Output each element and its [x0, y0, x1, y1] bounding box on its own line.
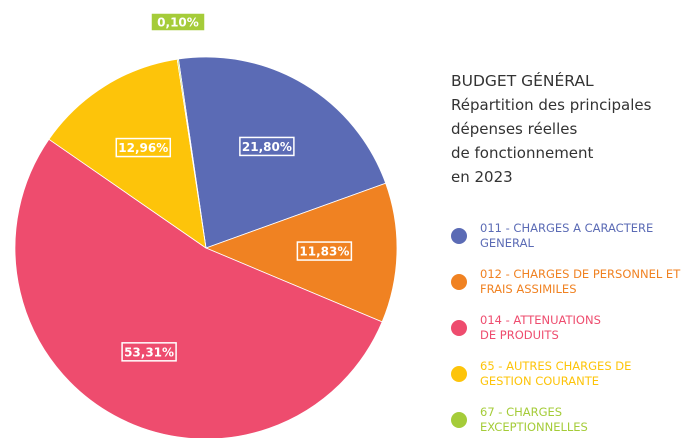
label-box: [150, 12, 206, 32]
legend-label: 65 - AUTRES CHARGES DE GESTION COURANTE: [480, 359, 632, 388]
legend-marker: [451, 274, 467, 290]
data-label: 11,83%: [299, 245, 349, 259]
chart-subtitle: de fonctionnement: [451, 144, 594, 162]
legend-marker: [451, 320, 467, 336]
legend-marker: [451, 228, 467, 244]
label-box: [239, 136, 295, 157]
chart-subtitle: dépenses réelles: [451, 120, 578, 138]
chart-title: BUDGET GÉNÉRAL: [451, 72, 594, 90]
chart-subtitle: Répartition des principales: [451, 96, 652, 114]
data-label: 53,31%: [124, 345, 174, 359]
legend-marker: [451, 366, 467, 382]
legend-label: 012 - CHARGES DE PERSONNEL ET FRAIS ASSI…: [480, 267, 681, 296]
legend-marker: [451, 412, 467, 428]
data-label: 0,10%: [157, 16, 199, 30]
data-label: 12,96%: [118, 141, 168, 155]
pie-slice: [14, 138, 383, 438]
label-box: [121, 342, 177, 362]
data-label: 21,80%: [242, 140, 292, 154]
chart-subtitle: en 2023: [451, 168, 513, 186]
label-box: [115, 137, 172, 158]
label-box: [296, 241, 353, 261]
pie-slice: [176, 58, 207, 249]
legend-label: 67 - CHARGES EXCEPTIONNELLES: [480, 405, 588, 434]
legend-label: 014 - ATTENUATIONS DE PRODUITS: [480, 313, 601, 342]
legend-label: 011 - CHARGES A CARACTERE GENERAL: [480, 221, 654, 250]
